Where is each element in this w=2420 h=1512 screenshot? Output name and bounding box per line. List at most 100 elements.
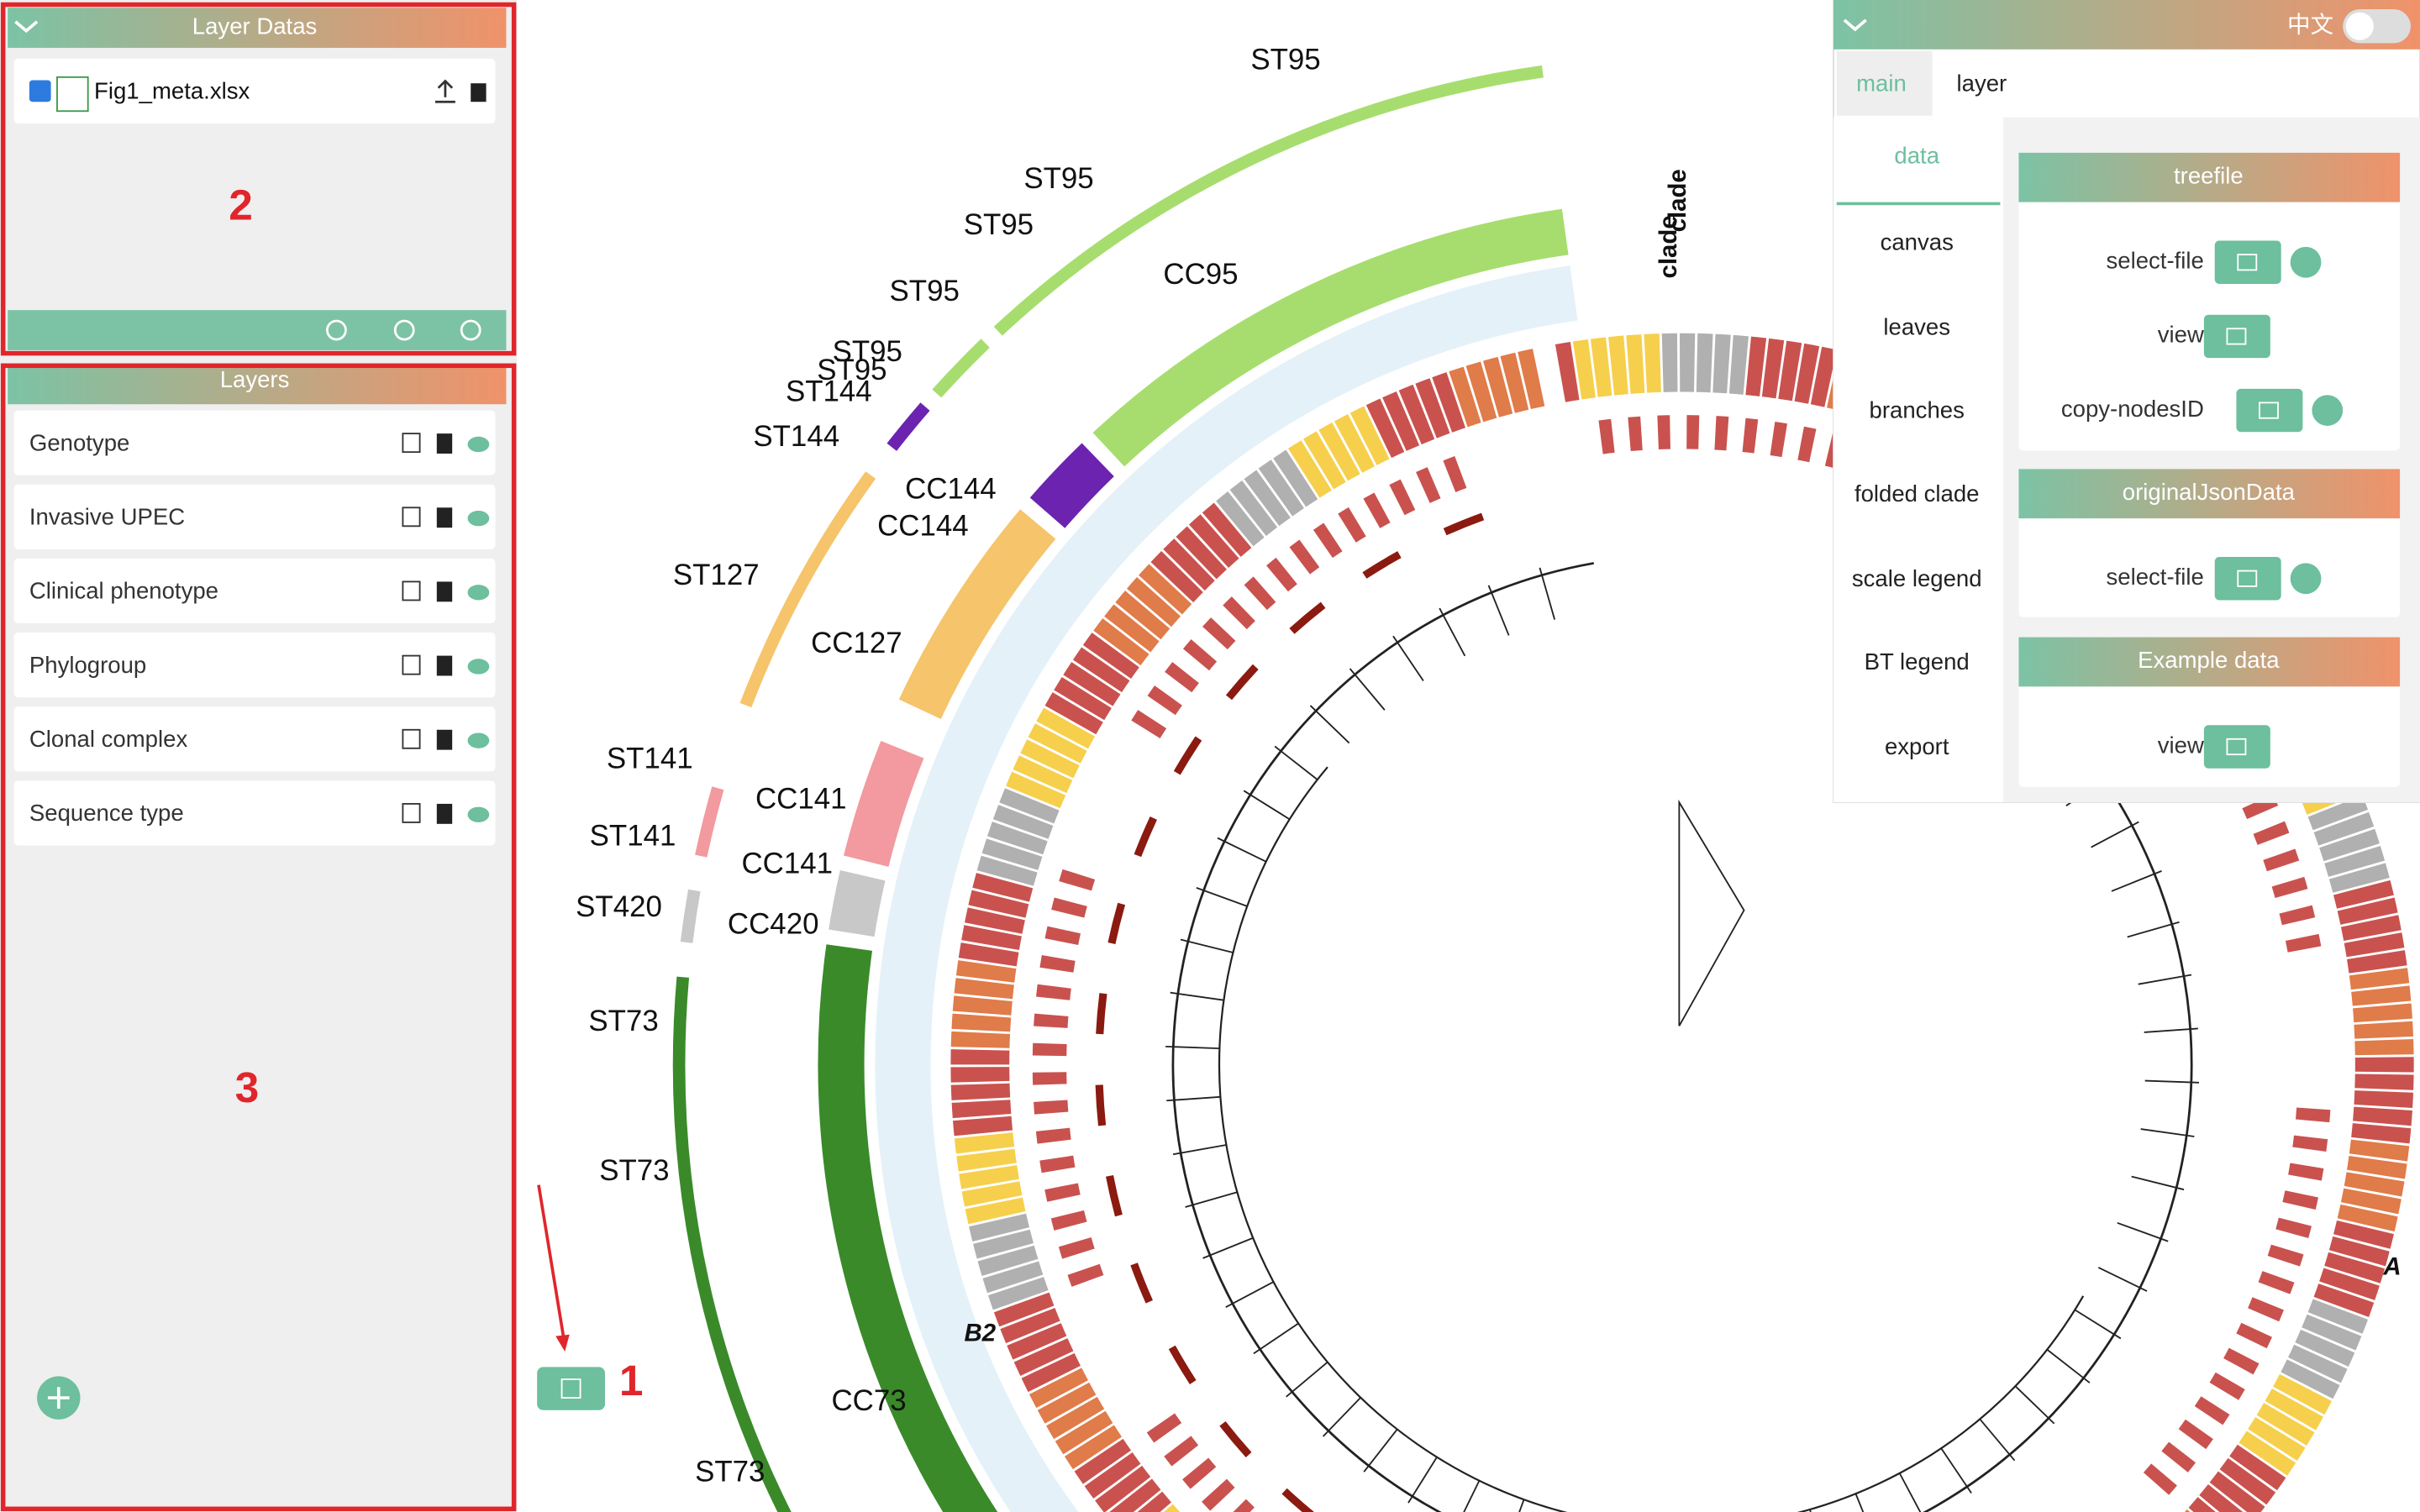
branch [1322,1397,1361,1437]
ring-segment [1628,416,1643,452]
branch [1439,607,1466,657]
button[interactable] [2236,388,2303,433]
tree-label: CC95 [1163,258,1238,291]
view-icon[interactable] [467,659,490,675]
ring-segment [1139,564,1192,615]
section-header [2018,469,2401,519]
edit-icon[interactable] [402,580,421,601]
annotation: 1 [619,1356,644,1404]
button[interactable] [2203,314,2270,359]
ring-segment [2344,932,2405,958]
ring-segment [1289,539,1320,575]
ring-segment [1074,1438,1132,1484]
annotation: 3 [235,1063,260,1111]
file-row [13,58,496,123]
language[interactable]: 中文 [2287,12,2333,38]
ring-segment [1389,479,1416,516]
delete-icon[interactable] [436,655,453,676]
ring-segment [695,786,724,858]
ring-segment [1289,601,1326,634]
ring-segment [2351,985,2412,1006]
edit-icon[interactable] [402,507,421,528]
ring-segment [2219,1457,2276,1505]
ring-segment [986,822,1048,855]
edit-icon[interactable] [402,803,421,823]
view-icon[interactable] [467,510,490,527]
toggle-button[interactable] [537,1367,605,1410]
tool-icon[interactable] [326,319,347,341]
help-icon[interactable] [2312,395,2344,426]
section [2018,152,2401,451]
view-icon[interactable] [467,732,490,748]
button[interactable] [2203,725,2270,769]
ring-segment [1218,766,2085,1512]
panel-title: Layer Datas [192,13,318,39]
branch [2091,821,2139,848]
menu-item[interactable]: data [1894,143,1939,169]
menu-item[interactable]: branches [1870,397,1965,423]
ring-segment [1029,443,1114,528]
collapse-icon[interactable] [14,20,39,34]
menu-item[interactable]: BT legend [1865,648,1970,675]
ring-segment [844,741,924,868]
delete-icon[interactable] [471,83,487,102]
branch [1898,1473,1922,1512]
checkbox[interactable] [29,80,51,102]
tool-icon[interactable] [460,319,481,341]
layer-row[interactable] [13,484,496,549]
tab[interactable]: main [1856,70,1907,96]
ring-segment [2295,1329,2355,1368]
menu-item[interactable]: scale legend [1852,565,1982,591]
view-icon[interactable] [467,436,490,453]
ring-segment [1173,736,1202,775]
ring-segment [1696,333,1713,393]
ring-segment [2178,1419,2213,1450]
ring-segment [1146,1413,1182,1443]
menu-item[interactable]: leaves [1883,314,1950,340]
delete-icon[interactable] [436,581,453,602]
ring-segment [829,869,886,937]
layer-row[interactable] [13,558,496,624]
branch [1407,1457,1438,1504]
tab[interactable]: layer [1957,70,2007,96]
ring-segment [1797,426,1817,463]
layer-row[interactable] [13,780,496,846]
menu-item[interactable]: canvas [1881,228,1954,255]
delete-icon[interactable] [436,729,453,750]
edit-icon[interactable] [402,728,421,749]
ring-segment [1303,431,1346,490]
view-icon[interactable] [467,806,490,822]
upload-icon[interactable] [434,79,455,103]
menu-item[interactable]: export [1885,733,1949,759]
ring-segment [1072,647,1130,693]
button[interactable] [2214,240,2281,284]
tool-icon[interactable] [393,319,415,341]
collapse-icon[interactable] [1843,18,1867,32]
branch [2046,1348,2091,1383]
menu-item[interactable]: folded clade [1854,480,1980,507]
help-icon[interactable] [2290,563,2322,595]
layer-row[interactable] [13,633,496,698]
ring-segment [1349,406,1390,465]
button[interactable] [2214,557,2281,601]
edit-icon[interactable] [402,433,421,454]
ring-segment [1362,551,1402,579]
ring-segment [1572,339,1596,400]
ring-segment [2324,846,2386,877]
ring-segment [1020,739,1080,779]
help-icon[interactable] [2290,246,2322,278]
delete-icon[interactable] [436,433,453,454]
view-icon[interactable] [467,585,490,601]
delete-icon[interactable] [436,507,453,528]
ring-segment [739,471,876,708]
tree-label: CC420 [728,907,819,940]
layer-row[interactable] [13,706,496,772]
ring-segment [1131,710,1167,739]
tree-label: ST95 [817,354,886,386]
edit-icon[interactable] [402,654,421,675]
delete-icon[interactable] [436,803,453,824]
layer-row[interactable] [13,410,496,475]
ring-segment [1054,676,1112,721]
ring-segment [2328,1236,2390,1267]
ring-segment [875,265,1578,1512]
